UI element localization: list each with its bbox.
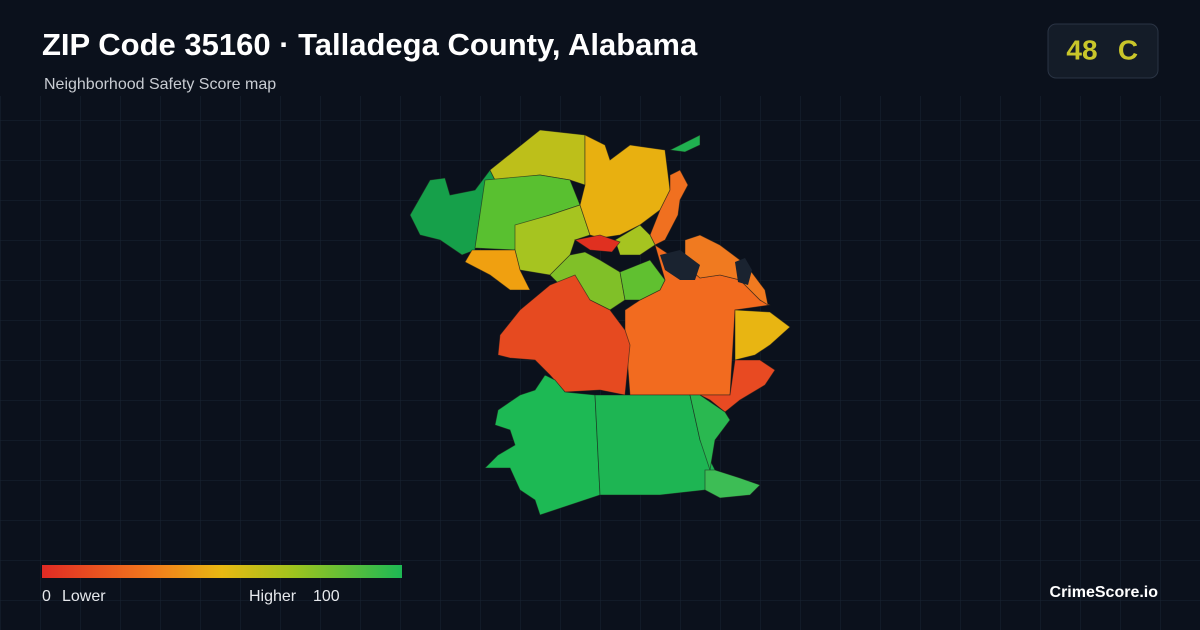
legend-max-label: Higher <box>249 588 297 605</box>
region <box>684 234 769 306</box>
region <box>484 374 601 516</box>
region <box>497 274 631 396</box>
region <box>464 249 531 291</box>
region <box>649 169 689 246</box>
region <box>704 469 761 499</box>
region <box>668 134 701 153</box>
legend-min-label: Lower <box>62 588 106 605</box>
region-nodata <box>735 258 752 285</box>
region <box>579 134 671 239</box>
score-grade: C <box>1118 34 1138 65</box>
score-value: 48 <box>1066 34 1097 65</box>
title: ZIP Code 35160 · Talladega County, Alaba… <box>42 27 698 62</box>
legend-max: 100 <box>313 588 340 605</box>
map <box>409 129 791 516</box>
subtitle: Neighborhood Safety Score map <box>44 76 276 93</box>
region <box>699 359 776 413</box>
region <box>614 224 656 256</box>
brand: CrimeScore.io <box>1050 584 1159 601</box>
region <box>573 234 621 253</box>
region <box>619 259 666 301</box>
score-badge <box>1047 23 1159 79</box>
legend-gradient <box>42 565 402 578</box>
region-nodata <box>660 250 700 280</box>
region <box>689 394 731 471</box>
legend-min: 0 <box>42 588 51 605</box>
